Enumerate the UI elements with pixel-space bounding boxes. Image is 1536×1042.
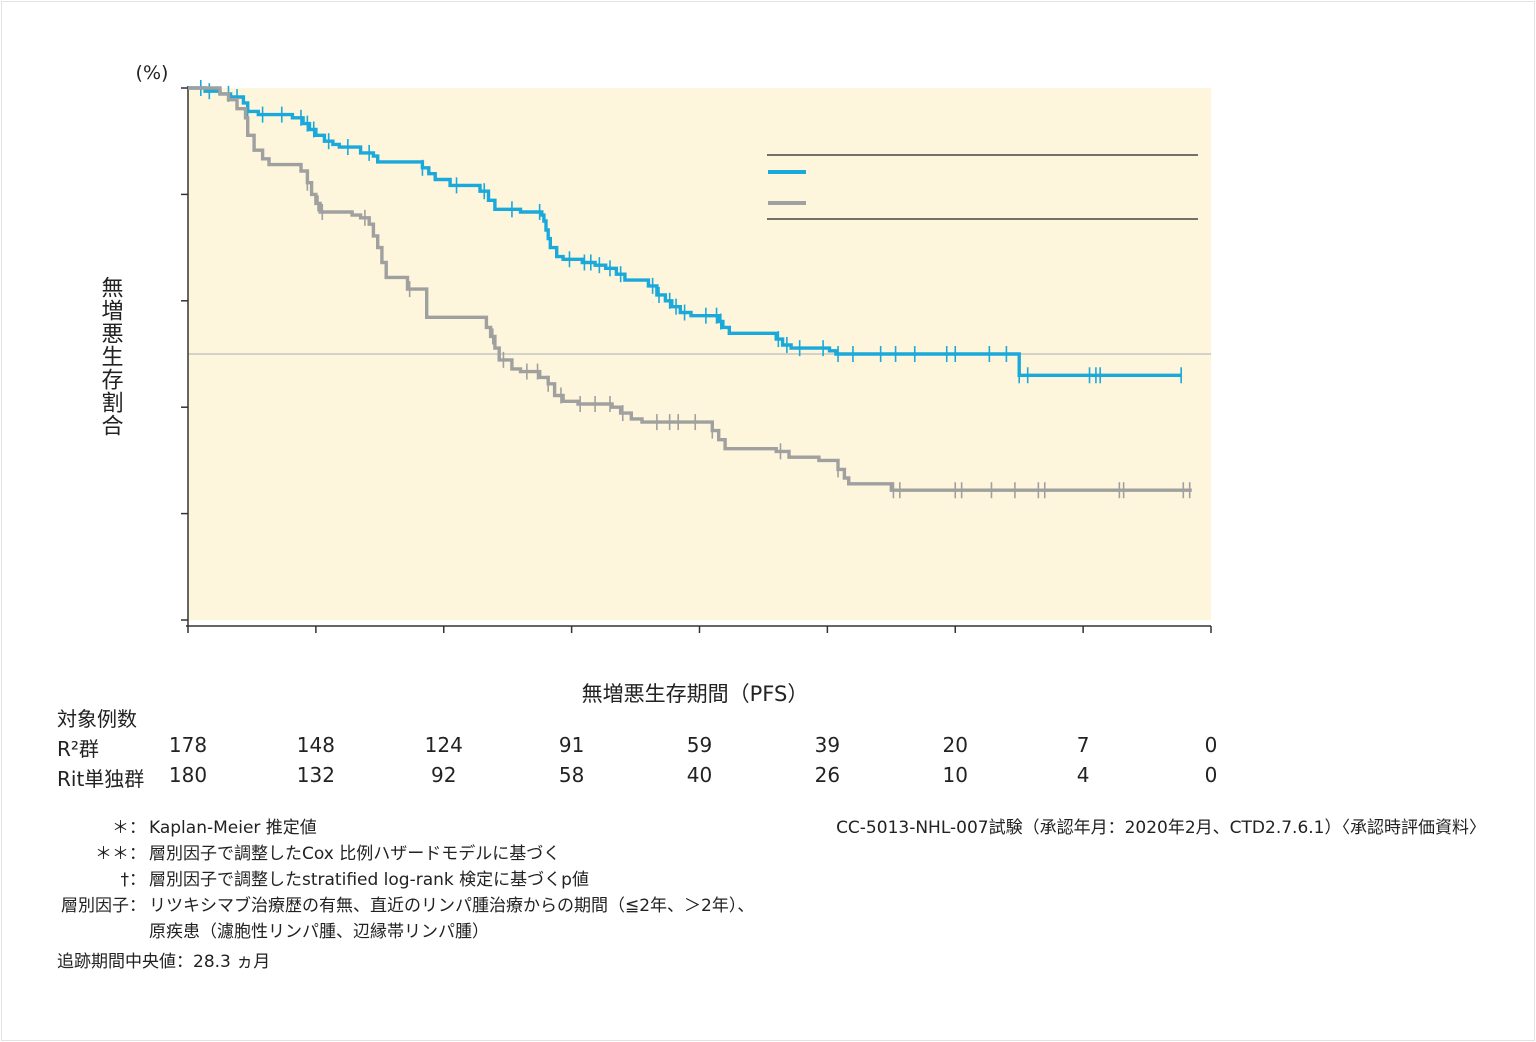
- risk-row-label-rit: Rit単独群: [57, 767, 145, 791]
- footnote-text: Kaplan-Meier 推定値: [149, 818, 317, 838]
- risk-count: 132: [296, 763, 335, 787]
- risk-count: 20: [942, 733, 968, 757]
- risk-count: 26: [814, 763, 841, 787]
- footnote-text: 原疾患（濾胞性リンパ腫、辺縁帯リンパ腫）: [149, 922, 489, 942]
- y-axis-unit: (%): [136, 62, 169, 84]
- risk-count: 39: [814, 733, 841, 757]
- survival-curve-1: [188, 86, 1192, 492]
- risk-count: 0: [1204, 733, 1218, 757]
- risk-table-title: 対象例数: [57, 707, 137, 731]
- y-axis-title: 無増悪生存割合: [98, 276, 124, 437]
- risk-count: 148: [296, 733, 335, 757]
- risk-count: 124: [424, 733, 463, 757]
- footnote-mark: ＊＊：: [95, 844, 146, 864]
- risk-count: 4: [1076, 763, 1090, 787]
- risk-count: 92: [431, 763, 457, 787]
- risk-row-label-r2: R²群: [57, 737, 99, 761]
- footnote-mark: †：: [120, 870, 147, 890]
- legend: [767, 154, 1198, 220]
- risk-count: 91: [558, 733, 585, 757]
- risk-count: 58: [558, 763, 585, 787]
- survival-curves: [188, 80, 1192, 499]
- footnote-text: 層別因子で調整したCox 比例ハザードモデルに基づく: [149, 844, 561, 864]
- footnote-mark: ＊：: [112, 818, 146, 838]
- footnote-text: 層別因子で調整したstratified log-rank 検定に基づくp値: [149, 870, 589, 890]
- risk-count: 178: [168, 733, 208, 757]
- followup-note: 追跡期間中央値：28.3 ヵ月: [57, 952, 271, 972]
- x-axis-title: 無増悪生存期間（PFS）: [582, 682, 809, 706]
- risk-count: 180: [168, 763, 208, 787]
- risk-count: 59: [686, 733, 713, 757]
- footnote-text: リツキシマブ治療歴の有無、直近のリンパ腫治療からの期間（≦2年、＞2年）、: [149, 896, 755, 916]
- risk-count: 7: [1076, 733, 1090, 757]
- risk-count: 40: [686, 763, 713, 787]
- footnote-mark: 層別因子：: [61, 896, 146, 916]
- source-citation: CC-5013-NHL-007試験（承認年月：2020年2月、CTD2.7.6.…: [836, 818, 1486, 838]
- risk-count: 0: [1204, 763, 1218, 787]
- risk-count: 10: [942, 763, 968, 787]
- axes: [181, 86, 1212, 633]
- survival-curve-0: [188, 86, 1182, 377]
